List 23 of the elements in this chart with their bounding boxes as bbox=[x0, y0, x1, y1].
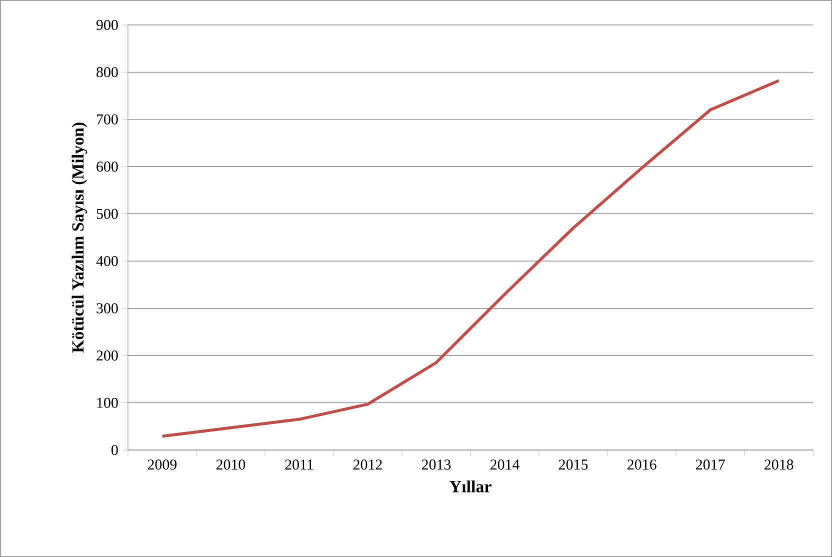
y-tick-label: 900 bbox=[96, 20, 118, 30]
y-tick-label: 200 bbox=[96, 350, 118, 361]
y-tick-label: 600 bbox=[96, 162, 118, 172]
line-series bbox=[160, 79, 780, 438]
x-tick-label: 2018 bbox=[764, 460, 794, 470]
y-axis-title: Kötücül Yazılım Sayısı (Milyon) bbox=[72, 122, 88, 353]
x-tick-label: 2013 bbox=[422, 460, 451, 470]
x-tick-label: 2016 bbox=[628, 460, 656, 470]
x-tick-label: 2012 bbox=[353, 460, 382, 470]
x-tick-label: 2015 bbox=[559, 460, 588, 470]
x-axis-title: Yıllar bbox=[450, 480, 492, 492]
x-tick-label: 2011 bbox=[285, 460, 314, 470]
y-tick-label: 100 bbox=[97, 398, 118, 408]
y-tick-label: 700 bbox=[96, 114, 118, 124]
x-tick-label: 2014 bbox=[490, 460, 520, 470]
x-tick-label: 2009 bbox=[148, 460, 177, 470]
y-tick-label: 0 bbox=[112, 444, 118, 456]
y-tick-label: 800 bbox=[96, 67, 118, 78]
y-tick-label: 300 bbox=[96, 303, 118, 314]
y-tick-label: 500 bbox=[96, 208, 118, 219]
x-tick-label: 2010 bbox=[216, 460, 246, 470]
x-tick-label: 2017 bbox=[696, 460, 725, 470]
y-tick-label: 400 bbox=[96, 256, 118, 266]
